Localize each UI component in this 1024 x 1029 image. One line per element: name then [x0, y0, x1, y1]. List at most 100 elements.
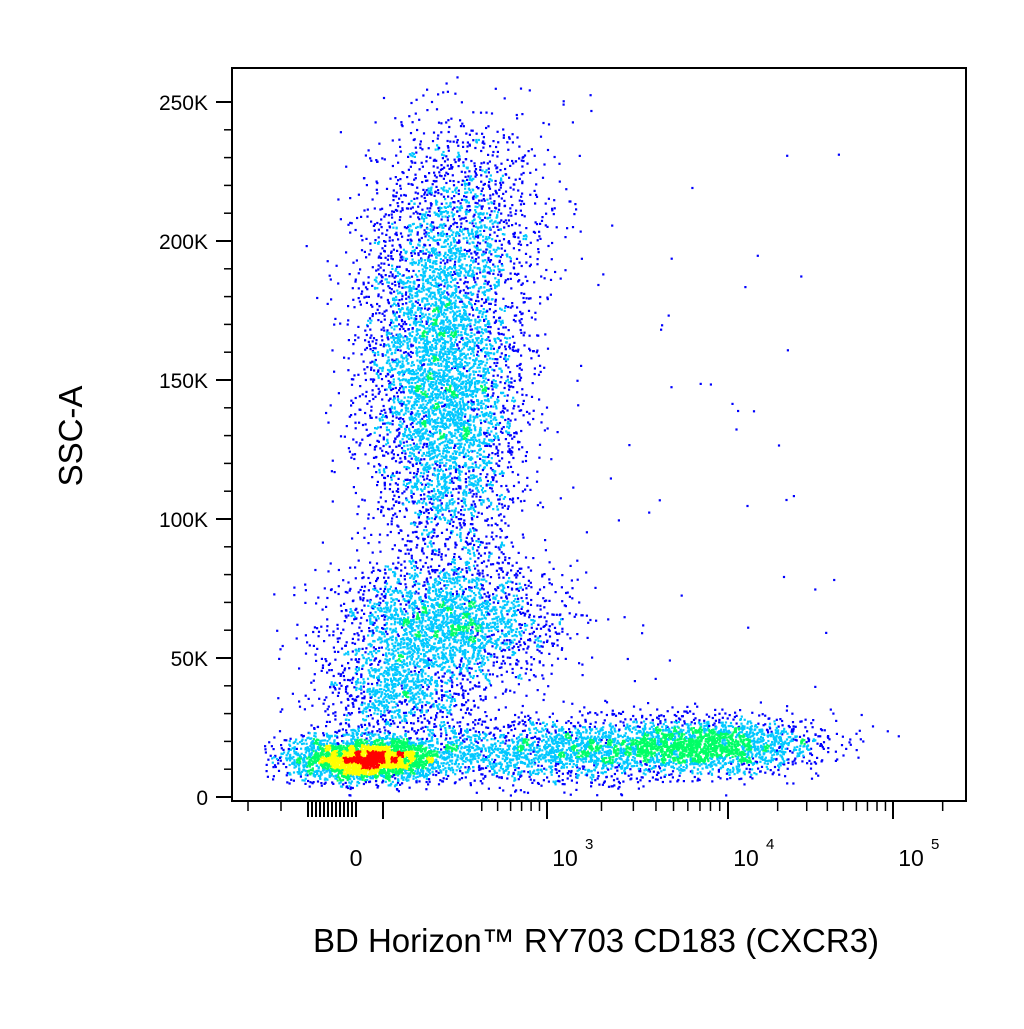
event-dot — [339, 218, 342, 221]
event-dot — [359, 778, 362, 781]
event-dot — [307, 756, 310, 759]
event-dot — [445, 279, 448, 282]
event-dot — [464, 389, 467, 393]
event-dot — [473, 433, 476, 437]
event-dot — [475, 540, 478, 543]
event-dot — [406, 448, 410, 451]
event-dot — [481, 337, 484, 340]
event-dot — [356, 768, 359, 771]
event-dot — [381, 774, 384, 777]
event-dot — [422, 754, 425, 757]
event-dot — [463, 500, 467, 504]
event-dot — [351, 786, 354, 790]
event-dot — [384, 729, 387, 732]
event-dot — [317, 759, 320, 762]
event-dot — [478, 438, 481, 441]
event-dot — [350, 456, 353, 459]
event-dot — [408, 288, 411, 291]
event-dot — [423, 259, 426, 262]
event-dot — [416, 744, 419, 747]
event-dot — [392, 754, 396, 757]
event-dot — [418, 350, 421, 353]
event-dot — [330, 470, 333, 473]
event-dot — [313, 762, 316, 765]
event-dot — [314, 760, 317, 763]
event-dot — [413, 752, 416, 755]
event-dot — [462, 456, 465, 459]
event-dot — [499, 320, 502, 324]
event-dot — [350, 757, 353, 760]
event-dot — [432, 295, 435, 298]
event-dot — [423, 750, 426, 753]
event-dot — [385, 764, 388, 767]
event-dot — [273, 736, 276, 739]
event-dot — [511, 412, 514, 415]
event-dot — [342, 776, 345, 779]
event-dot — [367, 747, 370, 750]
event-dot — [525, 410, 529, 413]
event-dot — [386, 735, 389, 738]
event-dot — [518, 373, 521, 376]
event-dot — [406, 738, 409, 741]
event-dot — [489, 405, 493, 408]
event-dot — [269, 754, 272, 757]
event-dot — [399, 402, 402, 405]
event-dot — [378, 771, 382, 774]
event-dot — [346, 759, 349, 762]
event-dot — [487, 336, 490, 339]
event-dot — [469, 291, 472, 294]
event-dot — [387, 214, 390, 217]
event-dot — [472, 527, 475, 530]
event-dot — [352, 735, 355, 738]
event-dot — [375, 765, 378, 768]
event-dot — [345, 767, 348, 770]
event-dot — [409, 207, 412, 210]
event-dot — [336, 757, 339, 760]
event-dot — [472, 377, 475, 380]
event-dot — [317, 743, 320, 746]
event-dot — [309, 744, 312, 748]
event-dot — [521, 393, 524, 396]
event-dot — [401, 768, 404, 771]
event-dot — [543, 366, 546, 369]
event-dot — [373, 756, 376, 759]
event-dot — [295, 751, 298, 754]
event-dot — [384, 278, 387, 281]
event-dot — [478, 287, 481, 290]
event-dot — [409, 461, 412, 464]
event-dot — [336, 736, 339, 739]
event-dot — [416, 762, 419, 765]
event-dot — [453, 391, 456, 394]
event-dot — [484, 407, 487, 410]
event-dot — [460, 382, 463, 385]
event-dot — [479, 484, 482, 488]
event-dot — [388, 763, 391, 766]
event-dot — [343, 768, 346, 771]
event-dot — [370, 741, 374, 744]
event-dot — [404, 745, 407, 748]
event-dot — [341, 763, 345, 766]
event-dot — [412, 363, 415, 367]
event-dot — [417, 263, 420, 266]
event-dot — [359, 442, 362, 445]
event-dot — [382, 422, 385, 425]
event-dot — [481, 291, 484, 294]
event-dot — [477, 354, 480, 358]
event-dot — [320, 784, 323, 787]
event-dot — [431, 425, 434, 428]
event-dot — [432, 472, 435, 475]
event-dot — [301, 738, 304, 741]
event-dot — [421, 766, 424, 769]
event-dot — [271, 761, 274, 764]
event-dot — [381, 741, 384, 744]
event-dot — [513, 435, 516, 438]
event-dot — [441, 513, 444, 516]
event-dot — [349, 770, 352, 773]
event-dot — [303, 754, 307, 757]
event-dot — [415, 767, 418, 770]
event-dot — [367, 757, 370, 760]
event-dot — [308, 765, 311, 768]
event-dot — [485, 431, 488, 435]
event-dot — [506, 422, 509, 425]
event-dot — [446, 369, 449, 372]
